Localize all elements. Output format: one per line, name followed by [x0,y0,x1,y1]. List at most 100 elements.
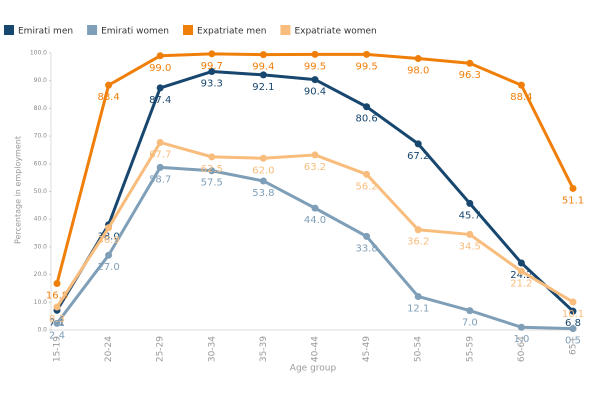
data-point [363,103,371,111]
legend-swatch [280,25,291,35]
data-label: 80.6 [355,114,377,125]
data-label: 99.4 [252,62,274,73]
data-label: 99.5 [304,61,326,72]
data-point [569,325,577,333]
x-tick-label: 15-19 [53,336,63,362]
data-point [53,303,61,311]
data-point [414,292,422,300]
x-tick-label: 35-39 [259,336,269,362]
data-label: 16.8 [46,290,68,301]
x-tick-label: 60-64 [517,336,527,362]
legend-label: Emirati men [18,27,73,37]
data-label: 45.7 [459,210,481,221]
data-point [569,184,577,192]
legend-label: Expatriate women [294,27,376,37]
data-point [363,232,371,240]
x-tick-label: 20-24 [104,336,114,362]
data-point [259,154,267,162]
series-line [55,165,574,331]
data-label: 99.5 [355,61,377,72]
data-point [53,319,61,327]
data-label: 87.4 [149,95,171,106]
y-tick-label: 0.0 [37,327,47,334]
data-point [466,199,474,207]
data-label: 53.8 [252,188,274,199]
data-point [156,163,164,171]
data-label: 56.2 [355,181,377,192]
data-point [414,55,422,63]
legend-label: Emirati women [101,27,169,37]
x-tick-label: 65+ [569,336,579,355]
data-label: 27.0 [97,262,119,273]
y-tick-label: 50.0 [34,188,48,195]
data-label: 99.7 [201,61,223,72]
data-label: 38.0 [97,232,119,243]
data-point [363,50,371,58]
data-label: 90.4 [304,87,326,98]
data-point [156,84,164,92]
data-point [517,259,525,267]
data-label: 96.3 [459,70,481,81]
data-point [414,140,422,148]
data-point [208,153,216,161]
y-tick-label: 40.0 [34,216,48,223]
data-label: 92.1 [252,82,274,93]
x-tick-label: 40-44 [311,336,321,362]
data-point [105,251,113,259]
x-tick-label: 50-54 [414,336,424,362]
data-label: 36.9 [97,235,119,246]
y-tick-label: 100.0 [30,50,47,57]
y-tick-label: 60.0 [34,160,48,167]
x-tick-label: 45-49 [362,336,372,362]
y-tick-label: 70.0 [34,133,48,140]
y-tick-label: 20.0 [34,271,48,278]
legend-swatch [87,25,98,35]
data-point [311,76,319,84]
data-label: 0.5 [565,336,581,347]
data-point [156,52,164,60]
data-point [363,170,371,178]
data-point [208,68,216,76]
data-label: 99.0 [149,63,171,74]
data-point [517,267,525,275]
data-label: 51.1 [562,195,584,206]
y-tick-label: 10.0 [34,299,48,306]
x-tick-label: 25-29 [156,336,166,362]
data-point [259,51,267,59]
data-label: 12.1 [407,303,429,314]
y-tick-label: 90.0 [34,77,48,84]
data-point [53,279,61,287]
data-point [311,50,319,58]
data-label: 93.3 [201,79,223,90]
data-label: 88.4 [510,92,532,103]
data-label: 33.8 [355,243,377,254]
data-point [569,307,577,315]
data-label: 63.2 [304,162,326,173]
data-point [569,298,577,306]
data-point [414,226,422,234]
data-label: 98.0 [407,66,429,77]
legend-swatch [183,25,194,35]
data-label: 21.2 [510,278,532,289]
data-label: 57.5 [201,178,223,189]
data-label: 24.2 [510,270,532,281]
data-point [208,50,216,58]
y-tick-label: 80.0 [34,105,48,112]
y-axis-label: Percentage in employment [14,136,23,244]
data-label: 1.0 [513,334,529,345]
data-label: 36.2 [407,237,429,248]
data-point [259,177,267,185]
data-label: 44.0 [304,215,326,226]
data-label: 34.5 [459,241,481,252]
x-tick-label: 30-34 [207,336,217,362]
data-label: 67.7 [149,149,171,160]
data-point [466,230,474,238]
data-point [156,138,164,146]
data-point [311,151,319,159]
data-point [105,81,113,89]
data-label: 88.4 [97,92,119,103]
data-label: 7.0 [462,318,478,329]
data-point [517,323,525,331]
data-label: 58.7 [149,174,171,185]
